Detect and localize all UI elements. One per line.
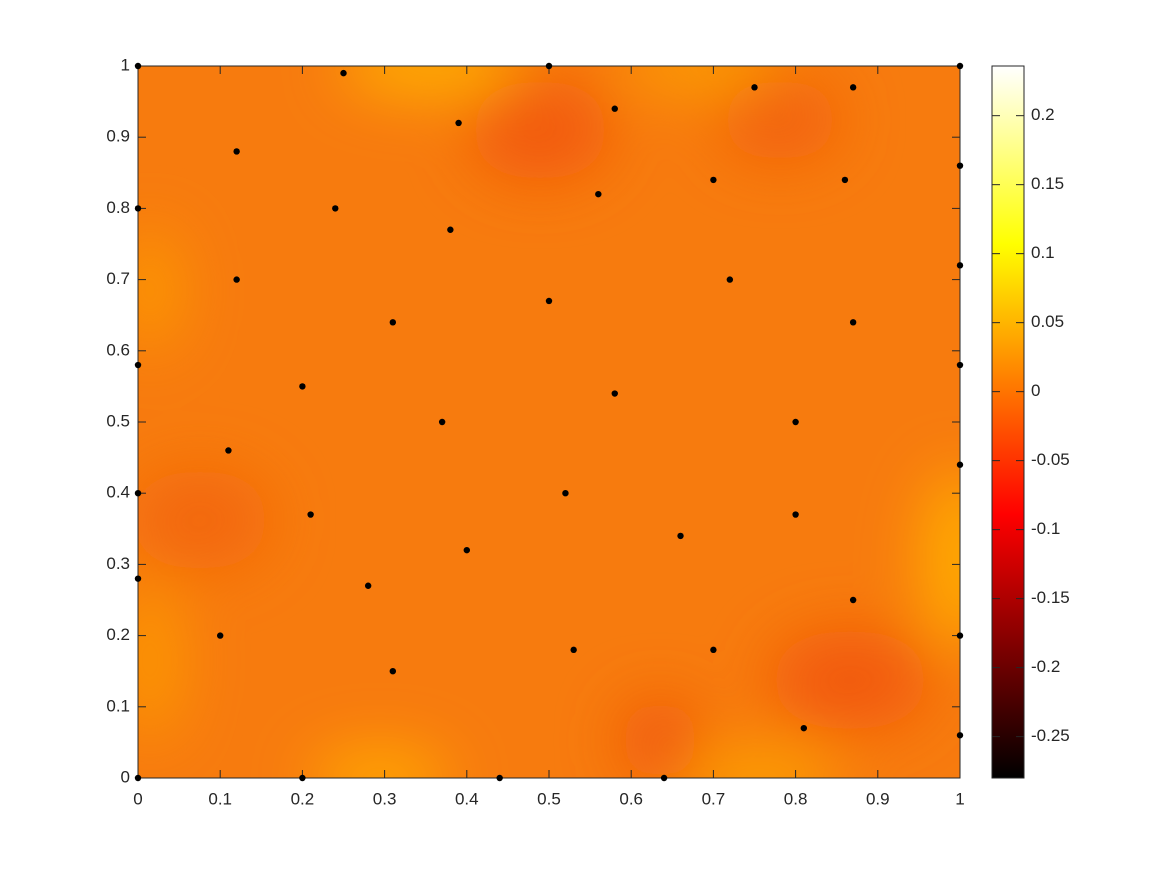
point	[611, 390, 618, 397]
point	[299, 774, 306, 782]
point	[956, 262, 964, 269]
x-tick-label: 1	[955, 789, 964, 808]
point	[660, 774, 668, 782]
point	[849, 596, 857, 604]
point	[841, 176, 849, 184]
x-tick-label: 0.5	[537, 789, 561, 808]
y-tick-label: 0.9	[106, 127, 130, 146]
colorbar-tick-label: 0.1	[1031, 243, 1055, 262]
point	[611, 105, 618, 112]
point	[956, 361, 964, 369]
point	[438, 418, 446, 426]
point	[956, 461, 964, 468]
y-tick-label: 0.2	[106, 625, 130, 644]
point	[217, 632, 224, 639]
y-tick-label: 1	[121, 55, 130, 74]
y-tick-label: 0.5	[106, 411, 130, 430]
y-tick-label: 0.3	[106, 554, 130, 573]
point	[545, 297, 553, 305]
point	[849, 84, 857, 91]
point	[389, 668, 397, 675]
point	[134, 774, 142, 782]
point	[307, 511, 314, 518]
point	[726, 276, 734, 283]
colorbar-tick-label: -0.15	[1031, 588, 1070, 607]
x-tick-label: 0.3	[373, 789, 397, 808]
point	[134, 575, 142, 582]
point	[364, 582, 372, 589]
colorbar-tick-label: 0	[1031, 381, 1040, 400]
point	[463, 546, 470, 554]
point	[710, 646, 717, 654]
y-tick-label: 0.1	[106, 696, 130, 715]
colorbar-tick-label: 0.2	[1031, 105, 1055, 124]
heatmap-field	[138, 66, 960, 778]
point	[134, 490, 142, 497]
point	[956, 732, 964, 739]
colorbar-tick-label: -0.2	[1031, 657, 1060, 676]
y-tick-label: 0.6	[106, 340, 130, 359]
point	[340, 69, 347, 77]
point	[134, 361, 142, 369]
x-tick-label: 0	[133, 789, 142, 808]
x-tick-label: 0.9	[866, 789, 890, 808]
point	[233, 276, 240, 283]
point	[751, 84, 758, 91]
point	[956, 62, 964, 70]
point	[134, 205, 142, 212]
point	[299, 383, 306, 390]
point	[447, 226, 454, 233]
y-tick-label: 0.4	[106, 483, 130, 502]
x-tick-label: 0.1	[208, 789, 232, 808]
point	[389, 319, 397, 326]
point	[545, 62, 553, 70]
x-tick-label: 0.2	[291, 789, 315, 808]
point	[225, 447, 232, 454]
colorbar-tick-label: -0.05	[1031, 450, 1070, 469]
y-tick-label: 0.7	[106, 269, 130, 288]
point	[792, 418, 799, 426]
x-tick-label: 0.7	[702, 789, 726, 808]
y-tick-label: 0	[121, 767, 130, 786]
y-tick-label: 0.8	[106, 198, 130, 217]
point	[677, 532, 684, 540]
x-tick-label: 0.6	[619, 789, 643, 808]
point	[710, 176, 717, 184]
point	[792, 511, 799, 518]
colorbar-tick-label: 0.05	[1031, 312, 1064, 331]
point	[496, 774, 503, 782]
point	[570, 646, 577, 654]
x-tick-label: 0.8	[784, 789, 808, 808]
x-tick-label: 0.4	[455, 789, 479, 808]
point	[849, 319, 857, 326]
point	[800, 724, 808, 732]
point	[455, 119, 462, 127]
colorbar-tick-label: -0.25	[1031, 726, 1070, 745]
point	[956, 632, 964, 639]
point	[956, 162, 964, 169]
colorbar-tick-label: -0.1	[1031, 519, 1060, 538]
colorbar-tick-label: 0.15	[1031, 174, 1064, 193]
point	[332, 205, 339, 212]
colorbar	[991, 65, 1025, 779]
point	[595, 190, 602, 198]
point	[233, 148, 240, 155]
point	[134, 62, 142, 70]
point	[562, 490, 569, 497]
